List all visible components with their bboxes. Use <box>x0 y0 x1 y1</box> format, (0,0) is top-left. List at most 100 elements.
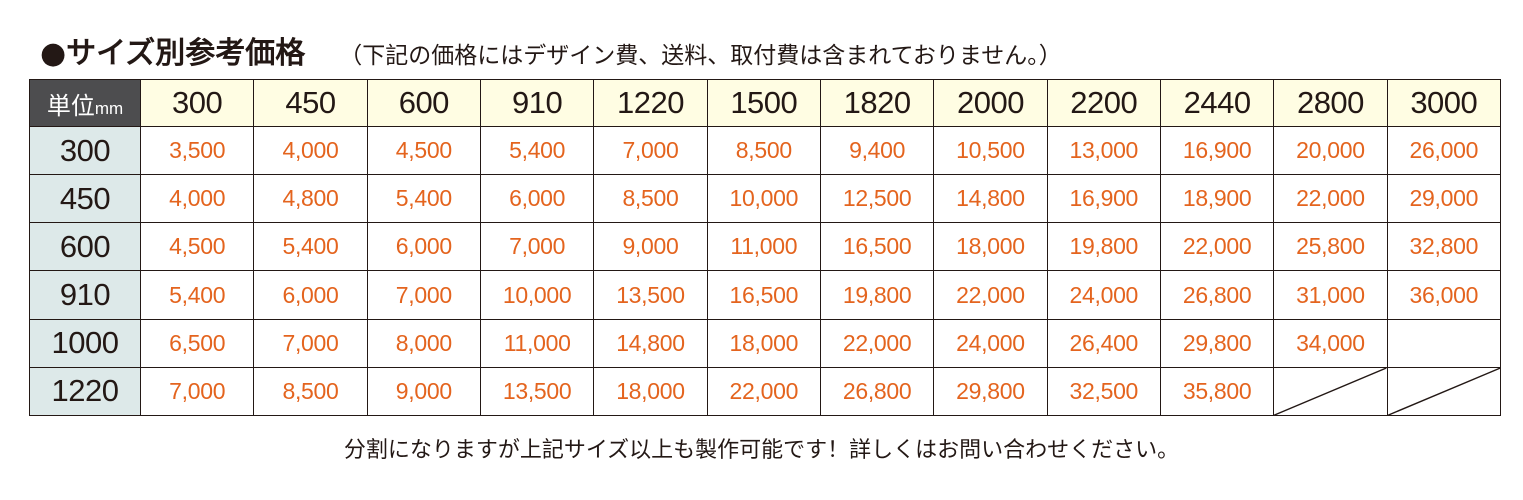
price-cell: 25,800 <box>1273 222 1388 272</box>
price-cell: 9,000 <box>366 366 481 417</box>
slash-icon <box>1388 368 1500 415</box>
price-cell: 32,800 <box>1386 222 1502 272</box>
price-cell: 16,900 <box>1159 125 1275 176</box>
row-header: 910 <box>29 270 141 320</box>
price-cell: 19,800 <box>819 270 935 320</box>
price-cell: 8,500 <box>253 366 368 417</box>
price-cell: 4,800 <box>253 174 368 224</box>
price-cell: 20,000 <box>1273 125 1388 176</box>
price-cell: 14,800 <box>933 174 1048 224</box>
price-cell <box>1386 318 1502 368</box>
column-header: 2440 <box>1159 79 1275 127</box>
price-cell: 16,900 <box>1046 174 1161 224</box>
price-cell: 22,000 <box>933 270 1048 320</box>
price-cell: 32,500 <box>1046 366 1161 417</box>
price-cell: 7,000 <box>139 366 255 417</box>
table-row: 1000 6,500 7,000 8,000 11,000 14,800 18,000 22,… <box>29 318 1502 368</box>
price-cell: 4,000 <box>253 125 368 176</box>
price-cell: 35,800 <box>1159 366 1275 417</box>
row-header: 1000 <box>29 318 141 368</box>
price-cell: 8,500 <box>593 174 708 224</box>
slash-icon <box>1274 368 1386 415</box>
price-cell: 36,000 <box>1386 270 1502 320</box>
price-cell: 4,000 <box>139 174 255 224</box>
price-cell: 6,000 <box>479 174 595 224</box>
price-cell: 13,500 <box>479 366 595 417</box>
column-header: 2000 <box>933 79 1048 127</box>
price-cell: 9,000 <box>593 222 708 272</box>
price-cell: 18,000 <box>593 366 708 417</box>
price-cell: 22,000 <box>1273 174 1388 224</box>
column-header: 1500 <box>706 79 821 127</box>
price-cell: 22,000 <box>819 318 935 368</box>
price-cell: 13,500 <box>593 270 708 320</box>
column-header: 1820 <box>819 79 935 127</box>
price-cell: 8,500 <box>706 125 821 176</box>
price-cell: 26,800 <box>1159 270 1275 320</box>
price-cell: 34,000 <box>1273 318 1388 368</box>
price-cell: 5,400 <box>366 174 481 224</box>
price-cell: 26,800 <box>819 366 935 417</box>
unit-header-cell: 単位mm <box>29 79 141 127</box>
price-cell: 29,000 <box>1386 174 1502 224</box>
price-cell: 29,800 <box>933 366 1048 417</box>
price-cell: 13,000 <box>1046 125 1161 176</box>
price-cell: 6,500 <box>139 318 255 368</box>
price-cell: 5,400 <box>139 270 255 320</box>
page-title: ●サイズ別参考価格 <box>40 36 306 71</box>
price-cell: 19,800 <box>1046 222 1161 272</box>
row-header: 600 <box>29 222 141 272</box>
title-row: ●サイズ別参考価格 （下記の価格にはデザイン費、送料、取付費は含まれておりません… <box>40 28 1062 71</box>
price-cell: 7,000 <box>253 318 368 368</box>
column-header-row: 単位mm 300 450 600 910 1220 1500 1820 2000… <box>29 79 1502 127</box>
price-cell: 18,000 <box>933 222 1048 272</box>
footnote: 分割になりますが上記サイズ以上も製作可能です！詳しくはお問い合わせください。 <box>343 438 1180 463</box>
price-cell: 3,500 <box>139 125 255 176</box>
price-cell: 26,400 <box>1046 318 1161 368</box>
row-header: 450 <box>29 174 141 224</box>
price-cell: 5,400 <box>253 222 368 272</box>
table-row: 1220 7,000 8,500 9,000 13,500 18,000 22,000 26,… <box>29 366 1502 417</box>
unit-suffix: mm <box>94 98 124 118</box>
price-cell: 5,400 <box>479 125 595 176</box>
column-header: 450 <box>253 79 368 127</box>
column-header: 3000 <box>1386 79 1502 127</box>
price-cell: 6,000 <box>253 270 368 320</box>
column-header: 2200 <box>1046 79 1161 127</box>
price-table: 単位mm 300 450 600 910 1220 1500 1820 2000… <box>29 79 1502 417</box>
price-table-body: 300 3,500 4,000 4,500 5,400 7,000 8,500 9,400 10… <box>29 125 1502 417</box>
table-row: 600 4,500 5,400 6,000 7,000 9,000 11,000 16,500… <box>29 222 1502 272</box>
price-cell: 16,500 <box>819 222 935 272</box>
price-cell: 4,500 <box>139 222 255 272</box>
price-cell: 7,000 <box>593 125 708 176</box>
price-cell: 11,000 <box>706 222 821 272</box>
price-cell: 14,800 <box>593 318 708 368</box>
column-header: 2800 <box>1273 79 1388 127</box>
price-note: （下記の価格にはデザイン費、送料、取付費は含まれておりません。） <box>339 43 1062 69</box>
price-cell: 10,500 <box>933 125 1048 176</box>
price-cell: 12,500 <box>819 174 935 224</box>
price-cell: 7,000 <box>479 222 595 272</box>
price-cell: 4,500 <box>366 125 481 176</box>
unit-label: 単位 <box>46 92 95 120</box>
price-cell: 11,000 <box>479 318 595 368</box>
row-header: 300 <box>29 125 141 176</box>
price-cell: 31,000 <box>1273 270 1388 320</box>
price-cell: 7,000 <box>366 270 481 320</box>
table-row: 910 5,400 6,000 7,000 10,000 13,500 16,500 19,8… <box>29 270 1502 320</box>
price-cell: 29,800 <box>1159 318 1275 368</box>
not-available-cell <box>1386 366 1502 417</box>
table-row: 450 4,000 4,800 5,400 6,000 8,500 10,000 12,500… <box>29 174 1502 224</box>
price-cell: 24,000 <box>933 318 1048 368</box>
column-header: 910 <box>479 79 595 127</box>
price-cell: 22,000 <box>706 366 821 417</box>
not-available-cell <box>1273 366 1388 417</box>
price-cell: 6,000 <box>366 222 481 272</box>
price-cell: 10,000 <box>479 270 595 320</box>
column-header: 600 <box>366 79 481 127</box>
table-row: 300 3,500 4,000 4,500 5,400 7,000 8,500 9,400 10… <box>29 125 1502 176</box>
price-cell: 18,000 <box>706 318 821 368</box>
row-header: 1220 <box>29 366 141 417</box>
column-header: 1220 <box>593 79 708 127</box>
price-cell: 9,400 <box>819 125 935 176</box>
